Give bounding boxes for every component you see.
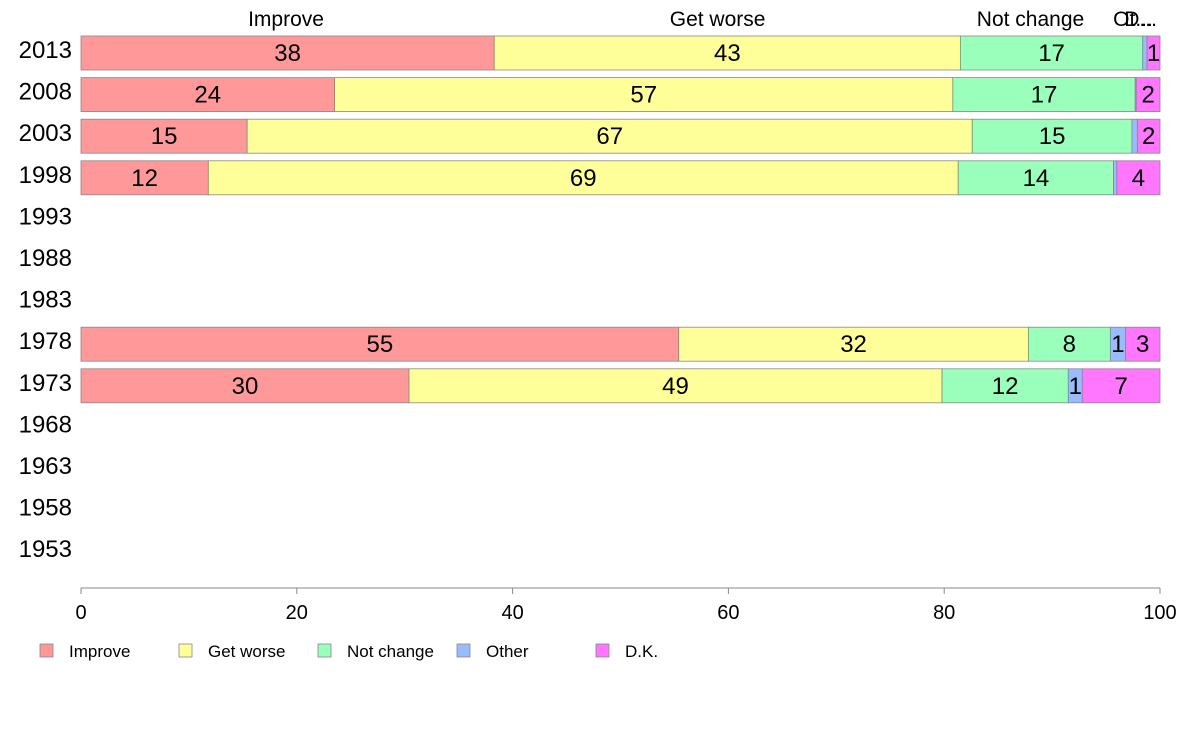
category-label-1953: 1953: [19, 536, 72, 563]
bar-1973-not-change: [941, 368, 1069, 404]
bar-label-1973-not-change: 12: [992, 373, 1019, 400]
bar-label-2013-get-worse: 43: [714, 40, 741, 67]
bar-label-1973-improve: 30: [232, 373, 259, 400]
bar-2008-d-k-: [1135, 77, 1161, 112]
bar-1978-d-k-: [1125, 326, 1161, 362]
bar-label-2008-get-worse: 57: [630, 82, 657, 109]
bar-1973-d-k-: [1081, 368, 1161, 404]
bar-2013-improve: [80, 35, 495, 71]
x-tick-label-40: 40: [501, 602, 523, 624]
top-label-other: Ot...: [1113, 8, 1153, 31]
bar-label-1978-d-k-: 3: [1136, 331, 1149, 358]
legend-label-get-worse: Get worse: [208, 642, 285, 661]
category-label-1993: 1993: [19, 203, 72, 230]
bar-1998-not-change: [957, 160, 1115, 196]
bar-label-2008-not-change: 17: [1031, 82, 1058, 109]
bar-1998-other: [1113, 160, 1118, 196]
category-label-1963: 1963: [19, 453, 72, 480]
bar-label-2013-improve: 38: [274, 40, 301, 67]
bar-1978-get-worse: [678, 326, 1029, 362]
bar-2013-d-k-: [1146, 35, 1161, 71]
bar-label-2003-get-worse: 67: [596, 123, 623, 150]
top-label-improve: Improve: [248, 8, 324, 31]
category-label-2008: 2008: [19, 79, 72, 106]
bar-label-1998-not-change: 14: [1023, 165, 1050, 192]
bar-1978-not-change: [1027, 326, 1111, 362]
bar-1998-d-k-: [1116, 160, 1161, 196]
bar-2013-get-worse: [493, 35, 961, 71]
bar-2008-get-worse: [334, 77, 954, 112]
bar-2008-improve: [80, 77, 335, 112]
bar-label-1998-improve: 12: [131, 165, 158, 192]
bar-1998-get-worse: [207, 160, 959, 196]
legend-swatch-d-k-: [595, 643, 610, 658]
category-label-1978: 1978: [19, 328, 72, 355]
bar-label-2003-d-k-: 2: [1142, 123, 1155, 150]
bar-2003-other: [1131, 118, 1138, 154]
bar-label-1998-get-worse: 69: [570, 165, 597, 192]
bar-label-2003-improve: 15: [151, 123, 178, 150]
x-tick-label-80: 80: [933, 602, 955, 624]
bar-label-1978-other: 1: [1111, 331, 1124, 358]
bar-2003-get-worse: [246, 118, 973, 154]
legend-label-not-change: Not change: [347, 642, 434, 661]
bar-label-1973-get-worse: 49: [662, 373, 689, 400]
top-label-get-worse: Get worse: [670, 8, 766, 31]
x-tick-label-60: 60: [717, 602, 739, 624]
top-label-not-change: Not change: [977, 8, 1084, 31]
legend-swatch-get-worse: [178, 643, 193, 658]
category-label-1958: 1958: [19, 495, 72, 522]
category-label-1998: 1998: [19, 162, 72, 189]
category-label-1983: 1983: [19, 287, 72, 314]
bar-1998-improve: [80, 160, 209, 196]
bar-label-2013-d-k-: 1: [1147, 40, 1160, 67]
category-label-1973: 1973: [19, 370, 72, 397]
bar-label-1973-d-k-: 7: [1114, 373, 1127, 400]
category-label-1988: 1988: [19, 245, 72, 272]
category-label-2013: 2013: [19, 37, 72, 64]
category-label-2003: 2003: [19, 120, 72, 147]
bar-1978-improve: [80, 326, 680, 362]
bar-label-2003-not-change: 15: [1039, 123, 1066, 150]
bar-label-1978-improve: 55: [367, 331, 394, 358]
bar-label-1998-d-k-: 4: [1132, 165, 1145, 192]
bar-label-1978-not-change: 8: [1063, 331, 1076, 358]
bar-2008-not-change: [952, 77, 1136, 112]
legend-swatch-not-change: [317, 643, 332, 658]
legend-label-other: Other: [486, 642, 529, 661]
bar-2003-d-k-: [1136, 118, 1161, 154]
bar-label-1978-get-worse: 32: [840, 331, 867, 358]
legend-swatch-other: [456, 643, 471, 658]
bar-label-2008-improve: 24: [194, 82, 221, 109]
legend-label-d-k-: D.K.: [625, 642, 658, 661]
legend-label-improve: Improve: [69, 642, 130, 661]
legend-swatch-improve: [39, 643, 54, 658]
x-tick-label-100: 100: [1143, 602, 1176, 624]
bar-label-2013-not-change: 17: [1038, 40, 1065, 67]
x-tick-label-20: 20: [286, 602, 308, 624]
x-tick-label-0: 0: [75, 602, 86, 624]
top-label-dk: D...: [1124, 8, 1157, 31]
bar-1973-improve: [80, 368, 410, 404]
category-label-1968: 1968: [19, 411, 72, 438]
bar-2013-not-change: [959, 35, 1144, 71]
bar-label-1973-other: 1: [1069, 373, 1082, 400]
bar-label-2008-d-k-: 2: [1141, 82, 1154, 109]
bar-1973-get-worse: [408, 368, 943, 404]
